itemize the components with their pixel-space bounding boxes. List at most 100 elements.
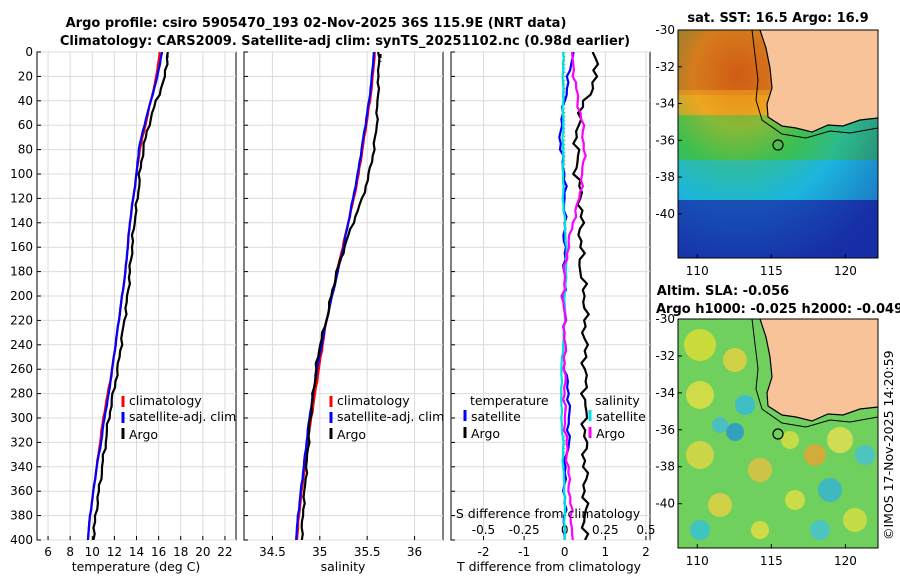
y-tick-label: 340 — [10, 460, 33, 474]
x-tick-label: 22 — [217, 545, 232, 559]
sst-coastline — [759, 30, 878, 133]
legend-label-satellite: satellite-adj. clim — [337, 409, 444, 424]
x-tick-label: 35 — [312, 545, 327, 559]
sla-eddy — [735, 395, 755, 415]
sla-eddy — [686, 441, 714, 469]
salinity-legend: climatology satellite-adj. clim Argo — [329, 393, 444, 442]
map-y-tick-label: -32 — [655, 349, 675, 363]
y-tick-label: 320 — [10, 435, 33, 449]
y-tick-label: 280 — [10, 387, 33, 401]
sla-map-image — [678, 319, 878, 548]
sla-map-panel: Altim. SLA: -0.056 Argo h1000: -0.025 h2… — [655, 284, 900, 568]
watermark: ©IMOS 17-Nov-2025 14:20:59 — [881, 350, 896, 540]
y-tick-label: 160 — [10, 240, 33, 254]
x-tick-label: 35.5 — [354, 545, 381, 559]
x-tick-label: 8 — [66, 545, 74, 559]
legend-label-temp-satellite: satellite — [471, 409, 521, 424]
main-title-line2: Climatology: CARS2009. Satellite-adj cli… — [60, 34, 630, 49]
map-x-tick-label: 115 — [760, 264, 783, 278]
map-y-tick-label: -38 — [655, 170, 675, 184]
y-tick-label: 120 — [10, 191, 33, 205]
legend-label-climatology: climatology — [337, 393, 410, 408]
map-x-tick-label: 110 — [686, 554, 709, 568]
difference-series-salinity-satellite — [560, 52, 568, 540]
sla-eddy — [686, 381, 714, 409]
sla-eddy — [751, 521, 769, 539]
x-tick-label: 0 — [561, 545, 569, 559]
temperature-legend: climatology satellite-adj. clim Argo — [121, 393, 236, 442]
difference-lines — [558, 52, 600, 540]
sla-eddy — [781, 431, 799, 449]
y-tick-label: 220 — [10, 313, 33, 327]
temperature-series-satellite-adj-clim — [86, 52, 164, 540]
sst-map-panel: sat. SST: 16.5 Argo: 16.9 110 115 120 -30 -3… — [655, 11, 879, 278]
difference-panel: -2 -1 0 1 2-0.5 -0.25 0 0.25 0.5 T difference fr… — [450, 51, 655, 574]
y-tick-label: 400 — [10, 533, 33, 547]
map-x-tick-label: 120 — [834, 264, 857, 278]
salinity-ticks: 34.5 35 35.5 36 — [244, 51, 422, 559]
x-tick-label: 12 — [107, 545, 122, 559]
top-x-tick-label: 0.5 — [636, 523, 655, 537]
sla-shelf-contour — [751, 319, 878, 428]
sla-eddy — [690, 520, 710, 540]
top-x-tick-label: -0.25 — [509, 523, 540, 537]
map-y-tick-label: -34 — [655, 386, 675, 400]
y-tick-label: 300 — [10, 411, 33, 425]
y-tick-label: 20 — [18, 69, 33, 83]
map-y-tick-label: -30 — [655, 312, 675, 326]
sst-map-ticks: 110 115 120 -30 -32 -34 -36 -38 -40 — [655, 23, 856, 278]
difference-series-temperature-argo — [572, 52, 600, 540]
map-y-tick-label: -36 — [655, 133, 675, 147]
map-y-tick-label: -36 — [655, 423, 675, 437]
map-y-tick-label: -30 — [655, 23, 675, 37]
sla-eddy — [726, 423, 744, 441]
legend-label-argo: Argo — [129, 427, 158, 442]
sst-blue-band — [678, 200, 878, 258]
legend-label-temp-argo: Argo — [471, 426, 500, 441]
salinity-lines — [295, 52, 382, 540]
salinity-panel: 34.5 35 35.5 36 salinity climatology satell… — [243, 51, 444, 574]
map-x-tick-label: 115 — [760, 554, 783, 568]
x-tick-label: -2 — [478, 545, 490, 559]
legend-label-sal-argo: Argo — [596, 426, 625, 441]
legend-title-temperature: temperature — [470, 393, 549, 408]
legend-label-climatology: climatology — [129, 393, 202, 408]
x-tick-label: 2 — [642, 545, 650, 559]
difference-top-xlabel: S difference from climatology — [456, 506, 641, 521]
sla-eddy — [804, 444, 826, 466]
difference-grid — [451, 51, 650, 541]
y-tick-label: 240 — [10, 338, 33, 352]
x-tick-label: 36 — [407, 545, 422, 559]
x-tick-label: 20 — [195, 545, 210, 559]
map-x-tick-label: 110 — [686, 264, 709, 278]
temperature-ticks: 6 8 10 12 14 16 18 20 22020406080100120140160180… — [10, 45, 232, 559]
y-tick-label: 100 — [10, 167, 33, 181]
sla-argo-marker — [772, 428, 784, 440]
y-tick-label: 0 — [25, 45, 33, 59]
sla-eddy — [748, 458, 772, 482]
sla-anomaly-eddies — [684, 329, 875, 540]
temperature-grid — [37, 51, 236, 541]
sst-map-title: sat. SST: 16.5 Argo: 16.9 — [687, 11, 868, 26]
map-y-tick-label: -32 — [655, 60, 675, 74]
legend-label-argo: Argo — [337, 427, 366, 442]
sla-eddy — [827, 427, 853, 453]
temperature-panel: 6 8 10 12 14 16 18 20 22020406080100120140160180… — [10, 45, 237, 574]
y-tick-label: 140 — [10, 216, 33, 230]
x-tick-label: 10 — [85, 545, 100, 559]
x-tick-label: 1 — [602, 545, 610, 559]
map-y-tick-label: -40 — [655, 497, 675, 511]
x-tick-label: 14 — [129, 545, 144, 559]
difference-legend-salinity: salinity satellite Argo — [588, 393, 646, 441]
temperature-series-argo — [92, 52, 169, 540]
sla-eddy — [855, 445, 875, 465]
y-tick-label: 40 — [18, 94, 33, 108]
legend-label-sal-satellite: satellite — [596, 409, 646, 424]
legend-label-satellite: satellite-adj. clim — [129, 409, 236, 424]
y-tick-label: 380 — [10, 509, 33, 523]
map-x-tick-label: 120 — [834, 554, 857, 568]
sla-eddy — [684, 329, 716, 361]
temperature-xlabel: temperature (deg C) — [72, 559, 201, 574]
sst-cyan-band — [678, 160, 878, 200]
salinity-series-argo — [300, 52, 381, 540]
